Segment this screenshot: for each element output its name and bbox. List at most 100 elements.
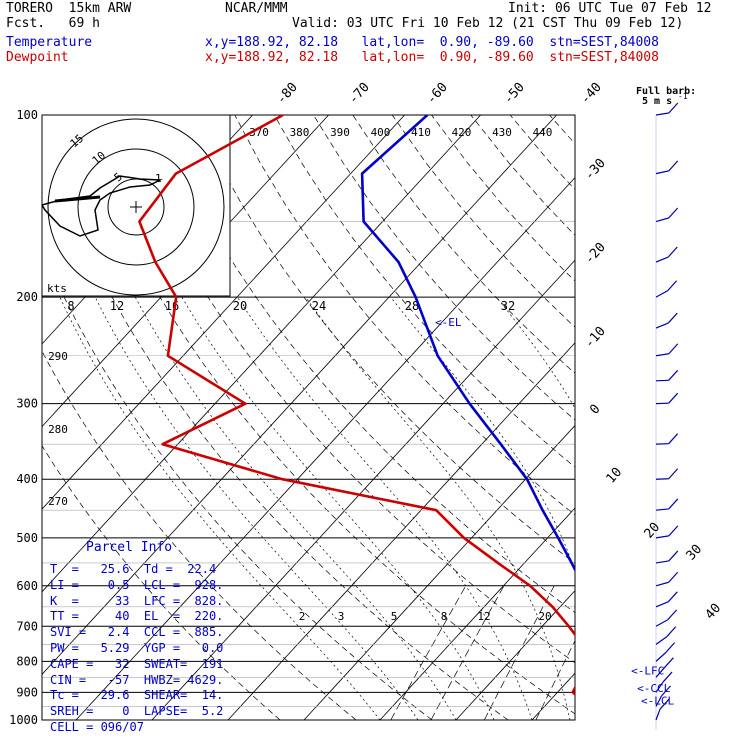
- wind-barb-staff: [655, 353, 669, 357]
- wind-barb-staff: [655, 695, 663, 707]
- valid-time: Valid: 03 UTC Fri 10 Feb 12 (21 CST Thu …: [292, 16, 684, 31]
- dewpoint-point: [625, 719, 627, 721]
- wind-barb-staff: [655, 636, 668, 645]
- pressure-label: 100: [16, 108, 38, 122]
- isotherm-label: 20: [642, 520, 664, 542]
- moist-adiabat: [134, 296, 457, 720]
- temperature-point: [570, 562, 573, 564]
- moist-adiabat: [496, 296, 575, 409]
- hodograph-trace-bold: [54, 195, 101, 203]
- temperature-point: [639, 713, 641, 715]
- theta-label: 290: [48, 350, 68, 363]
- level-marker: <-LCL: [641, 694, 674, 707]
- organization: NCAR/MMM: [225, 1, 288, 16]
- dewpoint-point: [138, 220, 141, 223]
- parcel-info-row: SREH = 0 LAPSE= 5.2: [50, 704, 224, 719]
- dry-adiabat: [391, 115, 575, 328]
- dry-adiabat: [549, 115, 575, 145]
- dry-adiabat: [668, 115, 740, 720]
- parcel-info-row: Tc = 29.6 SHEAR= 14.: [50, 688, 224, 703]
- wind-barb-flag: [668, 343, 679, 355]
- hodograph-speed-label: 12: [110, 299, 124, 313]
- isotherm-label: -80: [274, 80, 301, 107]
- parcel-info-row: SVI = 2.4 CCL = 885.: [50, 625, 224, 640]
- hodograph-speed-label: 24: [312, 299, 326, 313]
- sounding-traces: [138, 115, 641, 721]
- dewpoint-point: [282, 115, 284, 116]
- wind-barb-staff: [655, 170, 669, 175]
- mixing-ratio-line: [390, 585, 467, 720]
- temperature-point: [557, 537, 559, 539]
- theta-e-label: 400: [371, 126, 391, 139]
- temperature-point: [611, 644, 613, 646]
- wind-barb-staff: [655, 322, 669, 329]
- temperature-point: [604, 626, 606, 628]
- isotherm-label: -60: [424, 80, 451, 107]
- isotherm: [531, 672, 575, 720]
- temperature-point: [361, 172, 363, 175]
- wind-barb-flag: [668, 392, 679, 404]
- dewpoint-point: [551, 606, 554, 608]
- temperature-point: [526, 478, 528, 481]
- pressure-label: 500: [16, 531, 38, 545]
- wind-barb-flag: [666, 626, 677, 638]
- level-markers: <-EL <-LFC <-CCL<-LCL: [435, 316, 674, 707]
- theta-e-label: 420: [452, 126, 472, 139]
- wind-barb-flag: [668, 369, 679, 381]
- moist-adiabat: [722, 297, 740, 720]
- temperature-location: x,y=188.92, 82.18 lat,lon= 0.90, -89.60 …: [205, 35, 659, 50]
- hodograph-speed-label: 16: [165, 299, 179, 313]
- level-marker: <-CCL: [637, 682, 670, 695]
- isotherm-label: 40: [703, 601, 725, 623]
- theta-e-label: 380: [290, 126, 310, 139]
- mixing-ratio-line: [583, 586, 647, 720]
- pressure-label: 800: [16, 654, 38, 668]
- dewpoint-point: [571, 691, 574, 694]
- wind-barbs: [655, 102, 679, 730]
- full-barb-speed: 5 m s: [642, 96, 672, 107]
- hodograph-marker: 1: [155, 172, 162, 185]
- temperature-point: [436, 355, 439, 357]
- temperature-point: [628, 692, 630, 694]
- dry-adiabat: [195, 115, 575, 564]
- theta-e-label: 370: [249, 126, 269, 139]
- dewpoint-point: [244, 402, 247, 405]
- wind-barb-flag: [668, 433, 679, 445]
- pressure-label: 200: [16, 290, 38, 304]
- wind-barb-flag: [665, 642, 676, 654]
- pressure-label: 900: [16, 685, 38, 699]
- theta-e-label: 440: [533, 126, 553, 139]
- level-marker: <-LFC: [631, 664, 664, 677]
- theta-e-label: 410: [411, 126, 431, 139]
- moist-adiabat: [94, 296, 419, 720]
- wind-barb-staff: [655, 290, 668, 298]
- wind-barb-staff: [655, 619, 668, 627]
- wind-barb-flag: [667, 280, 678, 292]
- wind-barb-staff: [655, 652, 667, 662]
- temperature-point: [414, 296, 417, 298]
- moist-adiabat: [237, 296, 533, 720]
- hodograph-speed-label: 32: [501, 299, 515, 313]
- level-marker: <-EL: [435, 316, 462, 329]
- wind-barb-staff: [655, 708, 661, 721]
- parcel-info-row: CAPE = 32 SWEAT= 191: [50, 656, 224, 671]
- temperature-point: [500, 443, 502, 446]
- wind-barb-flag: [663, 657, 674, 669]
- plot-border: [41, 114, 576, 721]
- wind-barb-staff: [655, 581, 669, 587]
- forecast-hour: Fcst. 69 h: [6, 16, 100, 31]
- temperature-point: [630, 699, 632, 701]
- wind-barb-flag: [668, 571, 679, 583]
- wind-barb-staff: [655, 508, 669, 511]
- wind-barb-flag: [668, 207, 679, 219]
- wind-barb-staff: [655, 667, 665, 678]
- dewpoint-point: [281, 478, 284, 481]
- theta-label: 270: [48, 495, 68, 508]
- isotherm: [684, 115, 740, 720]
- temperature-point: [633, 706, 635, 708]
- hodograph-speed-label: 8: [67, 299, 74, 313]
- pressure-label: 700: [16, 619, 38, 633]
- wind-barb-flag: [668, 468, 679, 480]
- dewpoint-point: [161, 443, 164, 446]
- temperature-point: [426, 115, 429, 116]
